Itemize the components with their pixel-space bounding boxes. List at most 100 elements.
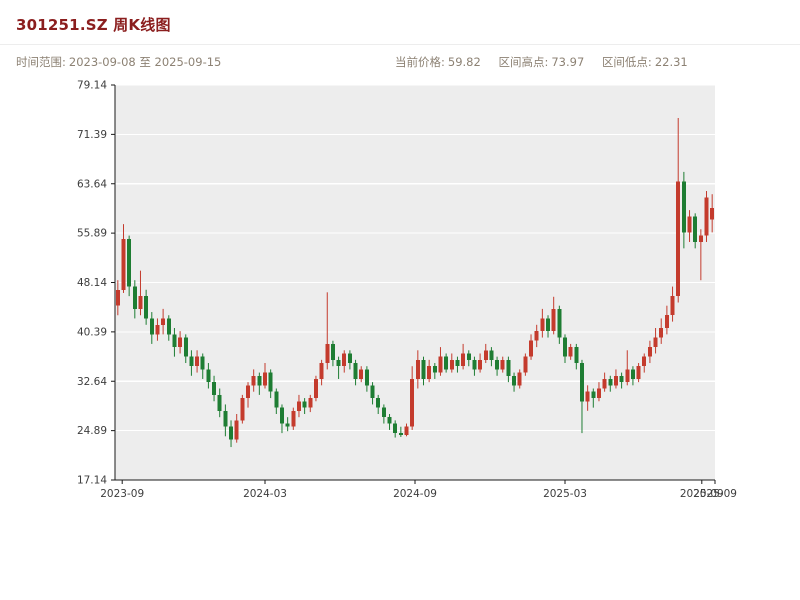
candle-up — [195, 350, 200, 373]
candle-body — [415, 359, 420, 379]
y-tick-label: 24.89 — [77, 425, 107, 437]
candle-down — [381, 404, 386, 424]
candle-body — [336, 359, 341, 367]
candle-body — [630, 369, 635, 379]
candle-down — [212, 375, 217, 402]
candle-body — [166, 318, 171, 335]
candle-down — [630, 366, 635, 386]
candle-up — [415, 350, 420, 389]
candle-body — [251, 375, 256, 386]
candle-body — [523, 356, 528, 373]
candle-body — [642, 356, 647, 367]
candle-up — [325, 292, 330, 370]
candle-body — [285, 423, 290, 427]
candle-body — [330, 343, 335, 360]
candle-body — [710, 208, 715, 220]
candle-down — [506, 356, 511, 383]
candle-body — [206, 369, 211, 383]
candle-body — [421, 359, 426, 379]
candle-body — [263, 372, 267, 386]
candle-body — [364, 369, 369, 386]
candle-body — [370, 385, 375, 399]
x-tick-label: 2024-09 — [393, 488, 437, 500]
candle-body — [234, 420, 239, 440]
candle-body — [551, 308, 556, 332]
candle-body — [257, 375, 262, 386]
y-tick-label: 55.89 — [77, 228, 107, 240]
candle-body — [444, 356, 449, 370]
candle-body — [195, 356, 200, 367]
candle-up — [596, 382, 601, 402]
candle-body — [568, 347, 573, 357]
candle-down — [421, 356, 426, 386]
candle-body — [529, 340, 534, 357]
candle-down — [398, 426, 403, 437]
candle-up — [500, 356, 505, 373]
candle-body — [704, 197, 709, 236]
candle-down — [455, 356, 460, 373]
candle-body — [574, 347, 579, 364]
candle-down — [546, 315, 551, 338]
candle-down — [466, 350, 471, 367]
candle-down — [302, 398, 307, 414]
candle-body — [302, 401, 307, 408]
candle-up — [449, 353, 454, 373]
candle-down — [336, 356, 341, 379]
candle-body — [693, 216, 698, 242]
candle-body — [246, 385, 251, 399]
candle-up — [240, 394, 245, 424]
current-price: 当前价格: 59.82 — [395, 55, 481, 69]
candle-down — [387, 413, 392, 430]
y-tick-label: 32.64 — [77, 376, 107, 388]
candle-body — [291, 410, 296, 427]
x-axis-labels: 2023-09 2024-03 2024-09 2025-03 2025-092025-… — [100, 480, 737, 500]
candle-down — [217, 388, 222, 418]
candle-up — [664, 305, 669, 335]
range-high-value: 73.97 — [551, 55, 585, 69]
candle-down — [353, 359, 358, 386]
candle-down — [274, 388, 279, 414]
candle-body — [223, 410, 228, 427]
candle-body — [313, 378, 318, 399]
candle-down — [257, 372, 262, 395]
candle-up — [178, 331, 183, 354]
candle-body — [353, 363, 358, 379]
candle-body — [161, 318, 166, 325]
range-low-value: 22.31 — [654, 55, 688, 69]
candle-body — [200, 356, 205, 370]
candle-up — [704, 191, 709, 242]
candle-up — [625, 350, 630, 386]
candle-body — [687, 216, 692, 233]
candle-down — [557, 305, 562, 344]
candle-body — [495, 359, 500, 370]
range-high-label: 区间高点: — [498, 55, 549, 69]
candle-body — [619, 375, 624, 383]
candle-down — [229, 420, 234, 448]
y-tick-label: 48.14 — [77, 277, 107, 289]
candle-body — [585, 391, 590, 402]
candle-body — [240, 398, 245, 421]
candle-up — [659, 318, 664, 344]
candle-down — [279, 404, 284, 434]
candle-up — [602, 372, 607, 392]
candle-down — [223, 404, 228, 437]
candle-down — [268, 369, 273, 399]
y-tick-label: 17.14 — [77, 475, 107, 487]
time-range-value: 2023-09-08 至 2025-09-15 — [68, 55, 222, 69]
y-tick-label: 71.39 — [77, 129, 107, 141]
candle-down — [149, 312, 154, 344]
candle-body — [681, 181, 686, 233]
candle-body — [115, 289, 120, 306]
candle-body — [608, 378, 613, 386]
candle-up — [483, 343, 488, 364]
candle-body — [144, 296, 149, 319]
y-tick-label: 63.64 — [77, 178, 107, 190]
candle-body — [279, 407, 284, 424]
candle-body — [540, 318, 545, 332]
x-tick-label: 2025-09 — [693, 488, 737, 500]
candle-up — [642, 353, 647, 373]
candle-body — [410, 378, 415, 427]
candle-down — [132, 280, 137, 319]
candle-body — [132, 286, 137, 309]
x-tick-label: 2023-09 — [100, 488, 144, 500]
